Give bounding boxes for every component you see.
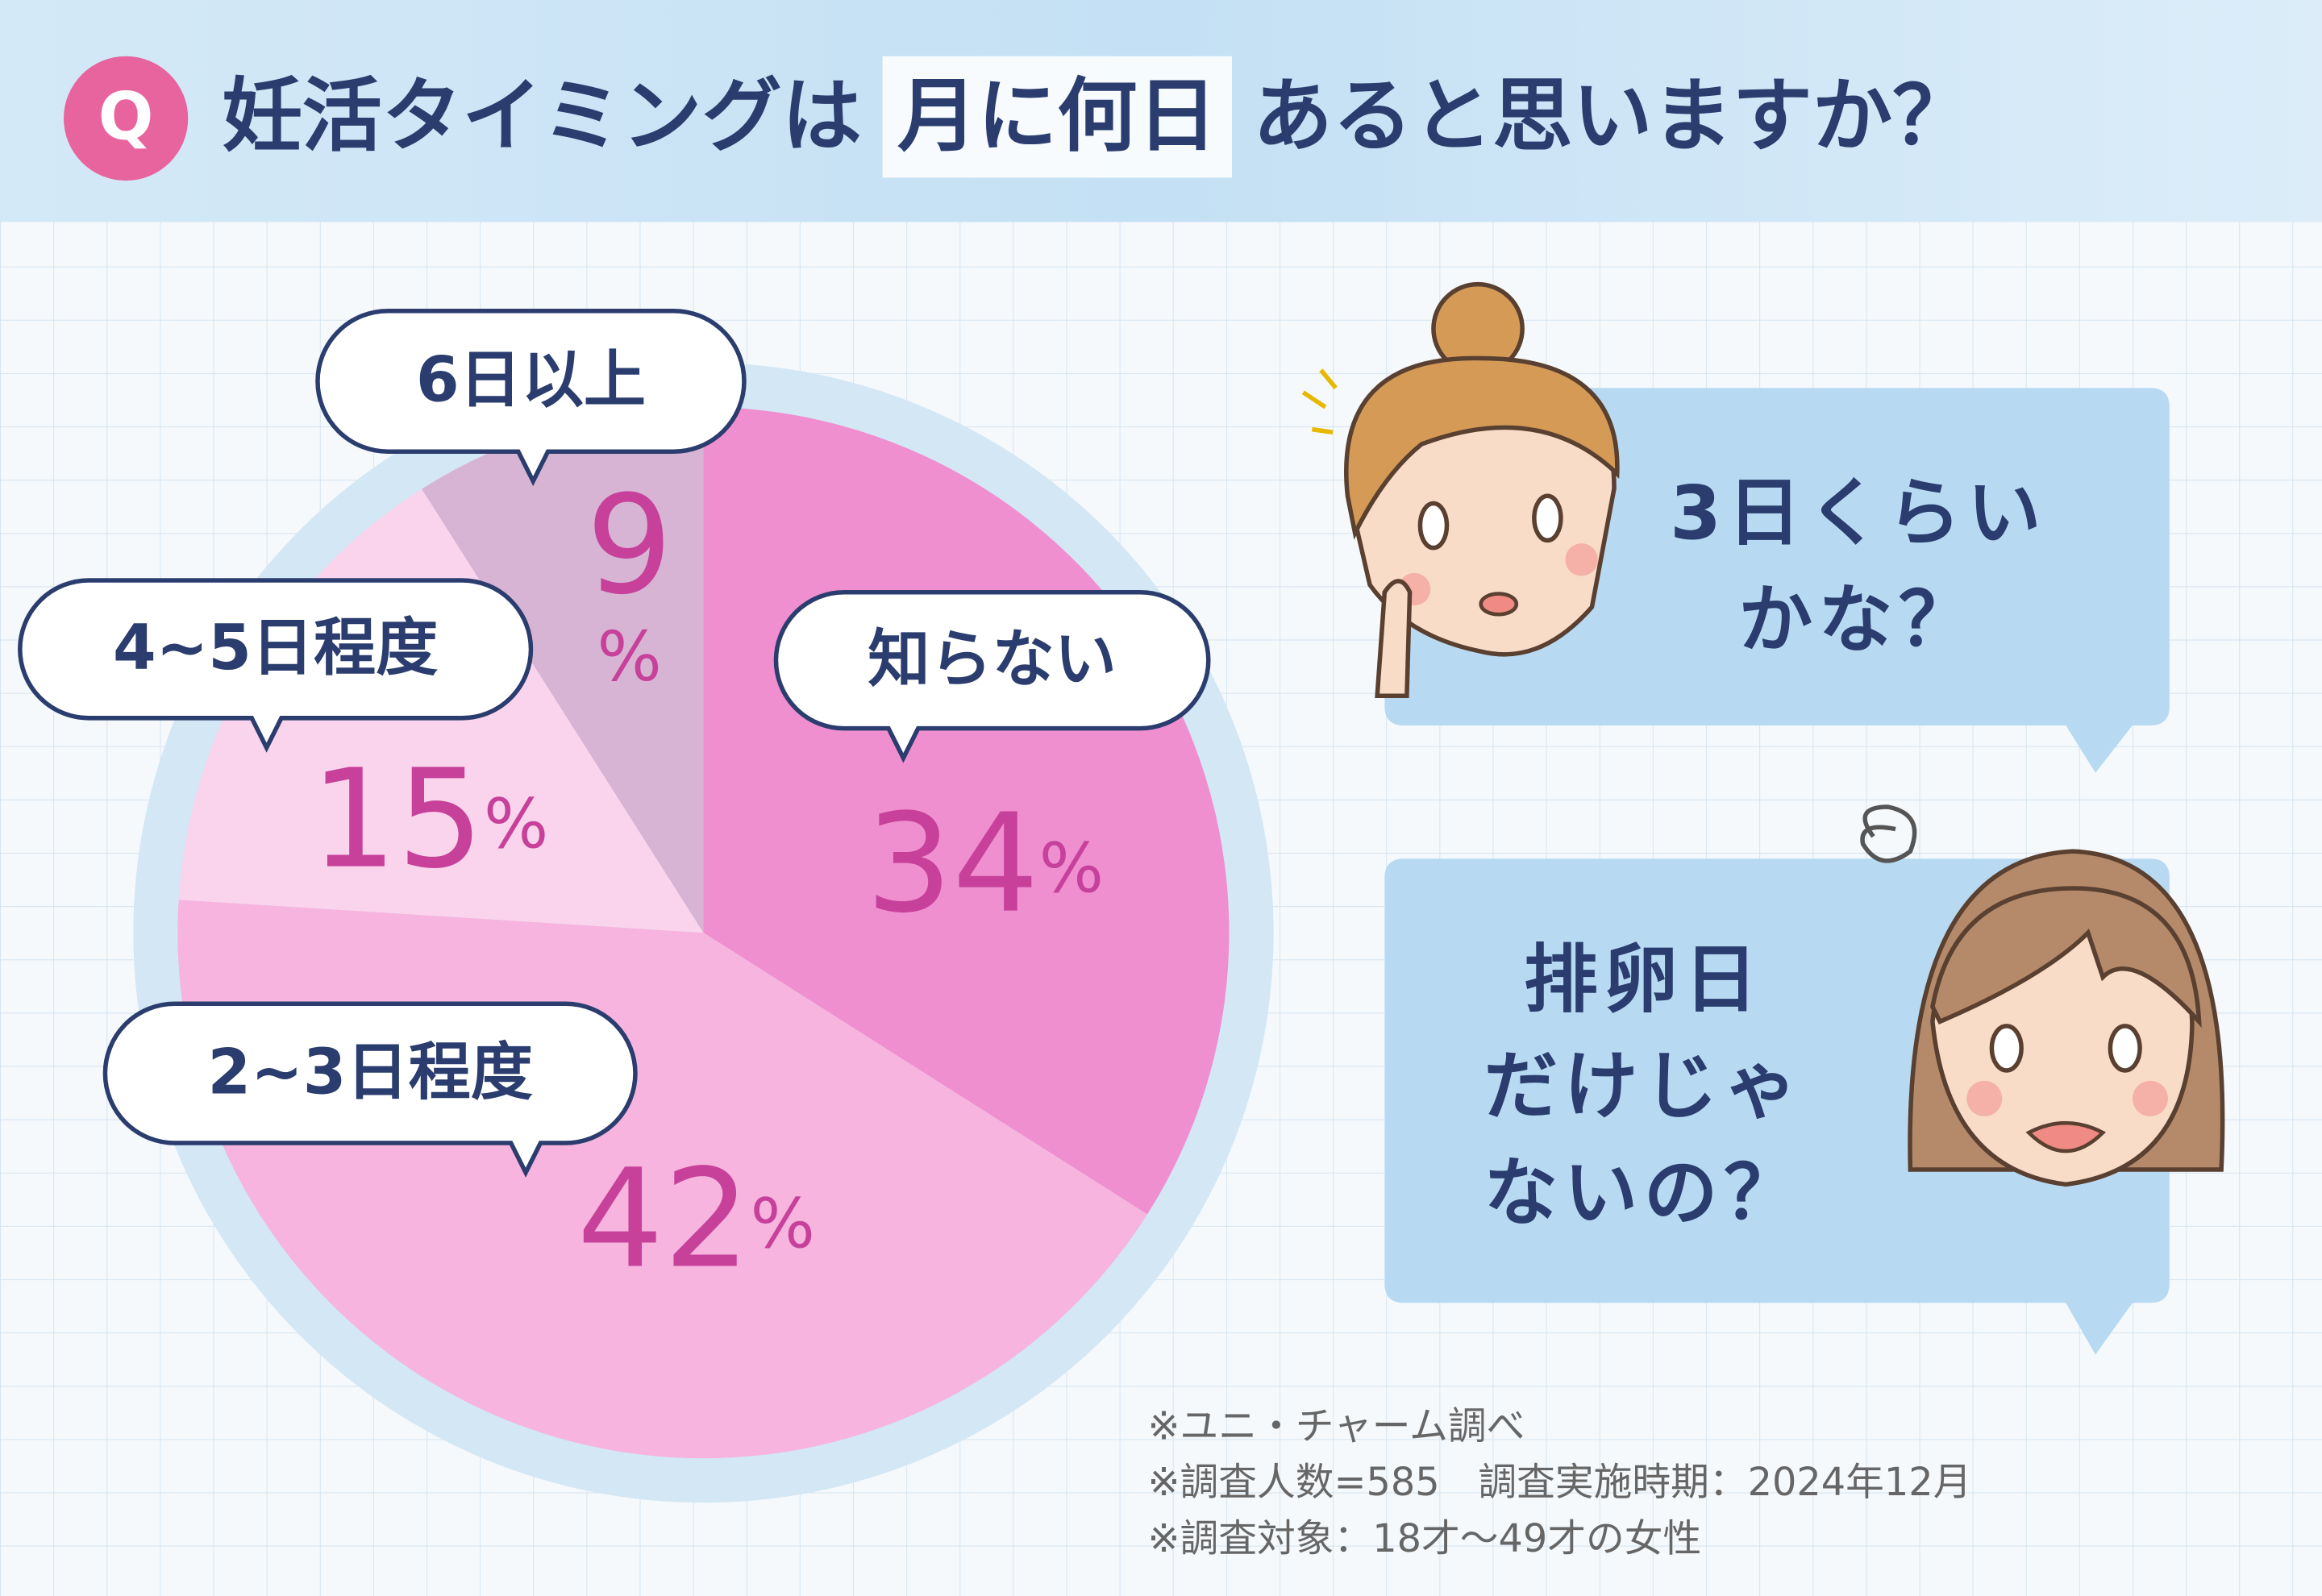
callout-box [102, 1001, 638, 1178]
pie [177, 407, 1230, 1459]
note: ※ユニ・チャーム調べ [1147, 1404, 1525, 1448]
callout-box [315, 308, 747, 487]
speech-line: ないの？ [1484, 1149, 1804, 1236]
title-text: あると思いますか？ [1253, 70, 1973, 163]
pie-slice [422, 407, 704, 933]
title-text: 妊活タイミングは [223, 70, 862, 163]
speech-line: だけじゃ [1484, 1043, 1804, 1129]
speech-line: かな？ [1738, 576, 1979, 663]
callouts: 知らない 34% 2~3日程度 42% 4~5日程度 15% 6日以上 9% [18, 308, 1211, 1299]
category-label: 6日以上 [416, 344, 646, 417]
callout-box [18, 578, 534, 753]
q-badge-text: Q [98, 80, 154, 156]
value-label: 42% [577, 1140, 815, 1299]
category-label: 2~3日程度 [208, 1036, 533, 1108]
woman-illustration [1301, 281, 1620, 699]
woman-illustration [1860, 804, 2225, 1187]
speech-line: 排卵日 [1524, 937, 1764, 1023]
note: ※調査対象：18才～49才の女性 [1147, 1517, 1701, 1561]
notes: ※ユニ・チャーム調べ ※調査人数=585 調査実施時期：2024年12月 ※調査対象… [1147, 1404, 1971, 1561]
category-label: 4~5日程度 [113, 612, 438, 684]
value-label: 15% [310, 740, 548, 899]
callout-box [773, 589, 1211, 763]
value-label: 9% [586, 466, 673, 696]
title-highlight [882, 56, 1233, 178]
q-badge [63, 56, 189, 181]
title-text: 月に何日 [897, 70, 1217, 163]
category-label: 知らない [868, 623, 1117, 696]
title: 妊活タイミングは 月に何日 あると思いますか？ [223, 56, 1973, 178]
speech-line: 3日くらい [1670, 470, 2047, 556]
note: ※調査人数=585 調査実施時期：2024年12月 [1147, 1461, 1971, 1505]
value-label: 34% [866, 784, 1104, 943]
